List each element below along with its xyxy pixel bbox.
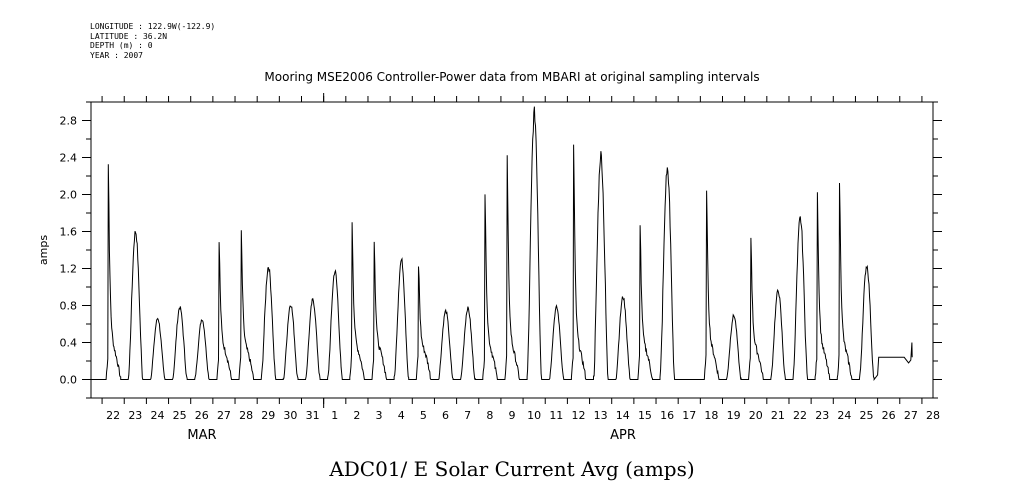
y-axis: 0.0 0.4 0.8 1.2 1.6 2.0 2.4 2.8 [60, 101, 942, 399]
y-tick-label: 1.6 [60, 226, 78, 239]
plot-frame [90, 101, 934, 399]
year-label: YEAR : 2007 [90, 50, 143, 60]
x-tick-label: 23 [128, 409, 142, 422]
x-axis: 22 23 24 25 26 27 28 29 30 31 1 2 3 4 5 6 7 8 9 10 11 12 13 14 1… [101, 93, 940, 422]
x-tick-label: 31 [306, 409, 320, 422]
x-tick-label: 24 [150, 409, 164, 422]
x-tick-label: 10 [527, 409, 541, 422]
y-tick-label: 0.0 [60, 374, 78, 387]
month-label-mar: MAR [187, 428, 216, 443]
x-tick-label: 25 [173, 409, 187, 422]
x-tick-label: 15 [638, 409, 652, 422]
x-tick-label: 22 [793, 409, 807, 422]
x-tick-label: 13 [594, 409, 608, 422]
x-tick-label: 4 [398, 409, 405, 422]
x-tick-label: 5 [420, 409, 427, 422]
y-tick-label: 0.8 [60, 300, 78, 313]
longitude-label: LONGITUDE : 122.9W(-122.9) [90, 22, 216, 31]
x-tick-label: 17 [682, 409, 696, 422]
x-tick-label: 29 [261, 409, 275, 422]
x-tick-label: 26 [195, 409, 209, 422]
x-tick-label: 1 [331, 409, 338, 422]
x-tick-label: 3 [376, 409, 383, 422]
y-tick-label: 0.4 [60, 337, 78, 350]
x-axis-label: ADC01/ E Solar Current Avg (amps) [328, 457, 694, 481]
y-tick-label: 2.0 [60, 189, 78, 202]
x-tick-label: 23 [815, 409, 829, 422]
y-tick-label: 1.2 [60, 263, 78, 276]
latitude-label: LATITUDE : 36.2N [90, 31, 168, 41]
x-tick-label: 8 [486, 409, 493, 422]
x-tick-label: 11 [549, 409, 563, 422]
y-axis-label: amps [37, 235, 50, 265]
month-label-apr: APR [610, 428, 636, 443]
x-tick-label: 27 [904, 409, 918, 422]
x-tick-label: 20 [749, 409, 763, 422]
x-tick-label: 30 [283, 409, 297, 422]
x-tick-label: 6 [442, 409, 449, 422]
x-tick-label: 25 [860, 409, 874, 422]
x-tick-label: 22 [106, 409, 120, 422]
x-tick-label: 12 [571, 409, 585, 422]
x-tick-label: 24 [837, 409, 851, 422]
y-tick-label: 2.4 [60, 152, 78, 165]
x-tick-label: 14 [616, 409, 630, 422]
x-tick-label: 9 [509, 409, 516, 422]
x-tick-label: 28 [926, 409, 940, 422]
x-tick-label: 27 [217, 409, 231, 422]
x-tick-label: 2 [353, 409, 360, 422]
x-tick-label: 26 [882, 409, 896, 422]
series-line-solar-current [91, 106, 913, 381]
x-tick-label: 16 [660, 409, 674, 422]
x-tick-label: 28 [239, 409, 253, 422]
depth-label: DEPTH (m) : 0 [90, 41, 153, 50]
x-tick-label: 19 [727, 409, 741, 422]
chart-title: Mooring MSE2006 Controller-Power data fr… [264, 70, 759, 84]
x-tick-label: 21 [771, 409, 785, 422]
x-tick-label: 18 [704, 409, 718, 422]
metadata-block: LONGITUDE : 122.9W(-122.9) LATITUDE : 36… [90, 22, 215, 60]
x-tick-label: 7 [464, 409, 471, 422]
y-tick-label: 2.8 [60, 115, 78, 128]
